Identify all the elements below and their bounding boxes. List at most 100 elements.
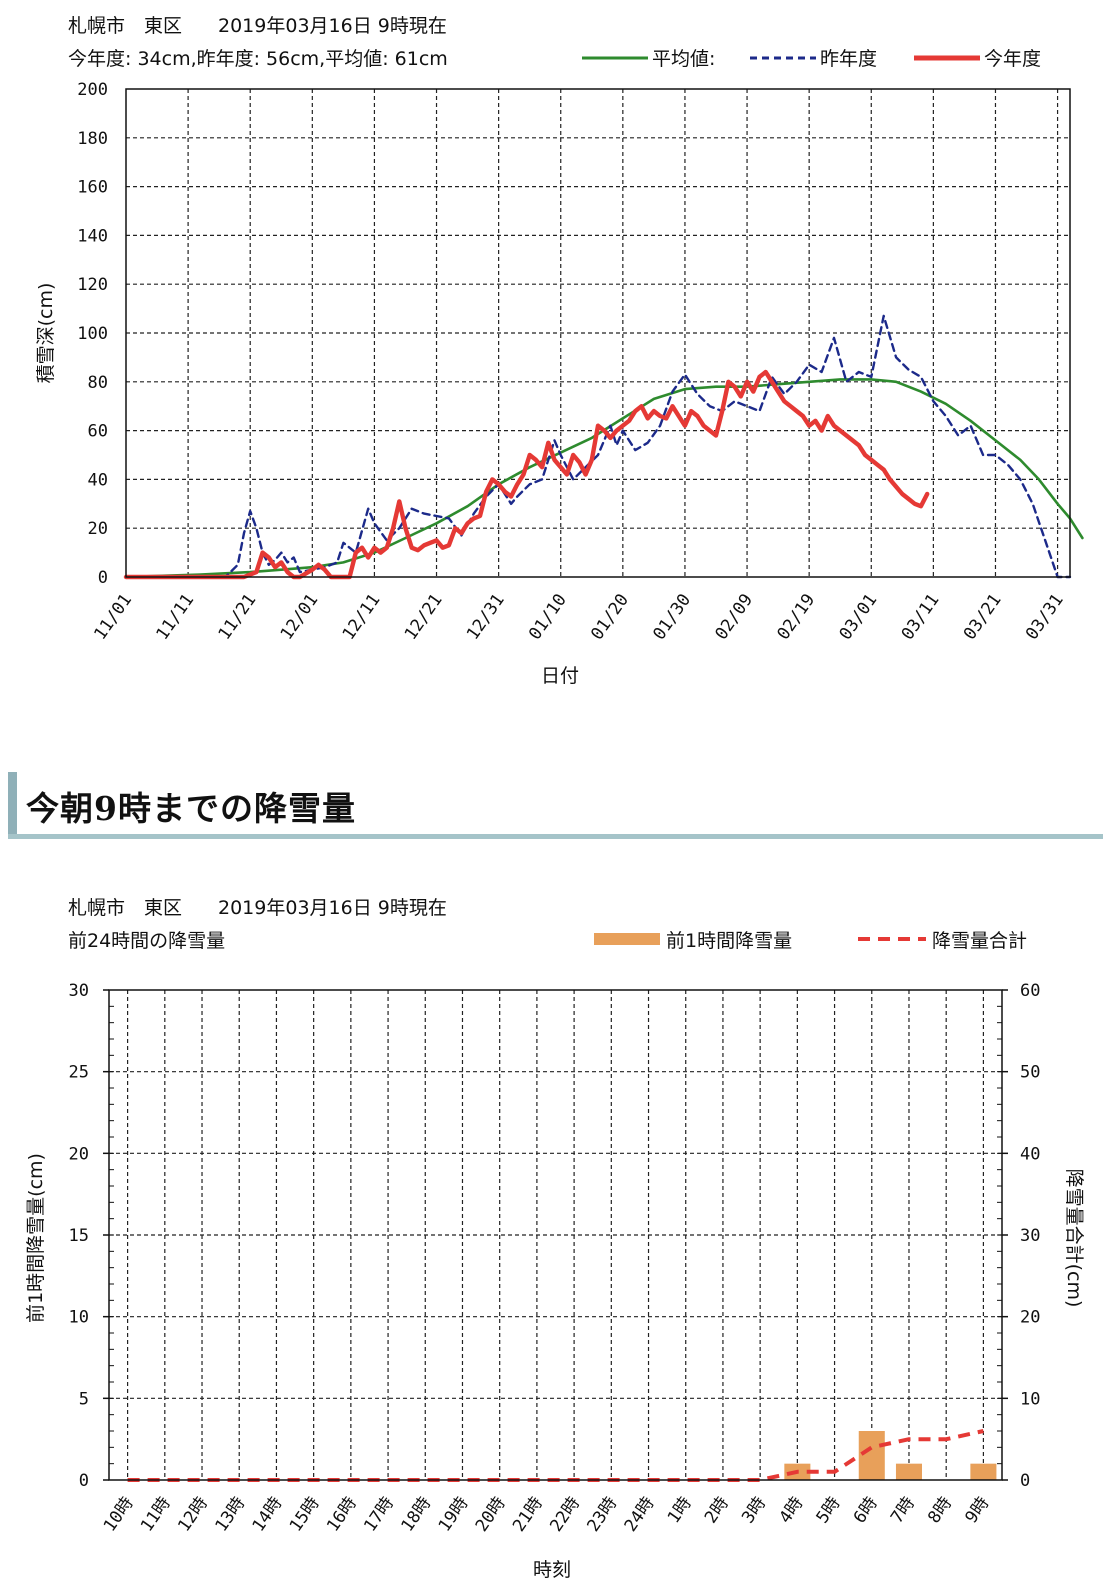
chart2-y-right-tick-label: 20: [1020, 1308, 1040, 1328]
chart2-x-tick-label: 6時: [850, 1493, 882, 1527]
section-accent-bar: [8, 772, 17, 834]
chart1-y-tick-label: 180: [77, 129, 108, 149]
chart2-x-tick-label: 17時: [360, 1493, 398, 1535]
chart2-x-tick-label: 5時: [813, 1493, 845, 1527]
chart2-x-tick-label: 14時: [249, 1493, 287, 1535]
chart2-x-tick-label: 9時: [961, 1493, 993, 1527]
chart1-series: [123, 314, 1084, 580]
chart1-legend: 平均値: 昨年度 今年度: [582, 48, 1041, 70]
chart2-plot-frame: [108, 989, 1003, 1481]
chart1-x-tick-label: 03/21: [960, 590, 1006, 643]
chart1-x-tick-label: 12/21: [401, 590, 447, 643]
chart2-x-tick-label: 13時: [211, 1493, 249, 1535]
chart1-x-tick-label: 02/19: [774, 590, 820, 643]
chart1-y-tick-label: 80: [88, 373, 108, 393]
chart2-y-right-tick-label: 10: [1020, 1389, 1040, 1409]
snow-depth-chart: 札幌市 東区 2019年03月16日 9時現在 今年度: 34cm,昨年度: 5…: [35, 15, 1084, 687]
chart1-x-tick-label: 03/01: [836, 590, 882, 643]
chart1-x-tick-label: 03/11: [898, 590, 944, 643]
chart2-x-tick-label: 21時: [509, 1493, 547, 1535]
chart2-bar: [970, 1463, 997, 1480]
chart2-y-right-tick-label: 50: [1020, 1063, 1040, 1083]
chart2-y-right-tick-label: 40: [1020, 1144, 1040, 1164]
chart1-plot-frame: [125, 88, 1071, 578]
chart1-y-tick-label: 200: [77, 80, 108, 100]
chart1-y-tick-label: 140: [77, 226, 108, 246]
chart1-xlabel: 日付: [541, 665, 579, 687]
chart2-x-tick-label: 3時: [738, 1493, 770, 1527]
chart1-y-tick-label: 100: [77, 324, 108, 344]
chart2-bar: [858, 1431, 885, 1480]
chart2-y-right-tick-label: 0: [1020, 1471, 1030, 1491]
hourly-snowfall-chart: 札幌市 東区 2019年03月16日 9時現在 前24時間の降雪量 前1時間降雪…: [25, 897, 1085, 1581]
chart2-y-left-tick-label: 30: [69, 981, 89, 1001]
chart1-x-tick-label: 12/01: [277, 590, 323, 643]
chart1-legend-label-2: 今年度: [984, 48, 1041, 70]
chart1-y-tick-label: 20: [88, 519, 108, 539]
chart2-series: [127, 1429, 997, 1482]
chart2-x-tick-label: 4時: [775, 1493, 807, 1527]
chart2-legend-label-line: 降雪量合計: [932, 930, 1027, 952]
chart1-x-tick-label: 03/31: [1022, 590, 1068, 643]
chart1-y-tick-label: 40: [88, 470, 108, 490]
chart2-grid: [109, 990, 1002, 1480]
chart1-summary: 今年度: 34cm,昨年度: 56cm,平均値: 61cm: [68, 48, 448, 70]
chart2-y-left-tick-label: 10: [69, 1308, 89, 1328]
chart1-legend-label-0: 平均値:: [652, 48, 715, 70]
chart2-x-tick-label: 22時: [546, 1493, 584, 1535]
chart2-x-tick-label: 7時: [887, 1493, 919, 1527]
chart2-x-tick-label: 2時: [701, 1493, 733, 1527]
section-underline: [8, 834, 1103, 839]
chart1-x-tick-label: 01/10: [525, 590, 571, 643]
chart2-ticks: 0 5 10 15 20 25 30 0 10 20 30 40 50 60 10時 11時 12時 13時 14時…: [69, 981, 1041, 1536]
chart1-legend-label-1: 昨年度: [820, 48, 877, 70]
chart2-legend-label-bar: 前1時間降雪量: [666, 930, 792, 952]
chart1-x-tick-label: 02/09: [711, 590, 757, 643]
chart1-x-ticks: 11/01 11/11 11/21 12/01 12/11 12/21 12/31 01/10…: [90, 590, 1067, 643]
chart1-y-tick-label: 0: [98, 568, 108, 588]
chart1-x-tick-label: 11/01: [90, 590, 136, 643]
chart1-y-ticks: 0 20 40 60 80 100 120 140 160 180 200: [77, 80, 108, 588]
chart2-y-left-tick-label: 25: [69, 1063, 89, 1083]
chart2-x-tick-label: 8時: [924, 1493, 956, 1527]
chart2-y-right-tick-label: 30: [1020, 1226, 1040, 1246]
chart2-legend-swatch-bar: [594, 933, 660, 945]
chart2-x-tick-label: 20時: [472, 1493, 510, 1535]
chart2-ylabel-right: 降雪量合計(cm): [1063, 1169, 1085, 1308]
chart2-x-tick-label: 1時: [664, 1493, 696, 1527]
chart1-timestamp: 2019年03月16日 9時現在: [218, 15, 447, 37]
chart1-y-tick-label: 60: [88, 422, 108, 442]
chart1-series-line-0: [124, 378, 1084, 579]
chart2-timestamp: 2019年03月16日 9時現在: [218, 897, 447, 919]
chart1-series-line-1: [124, 314, 1072, 579]
chart2-x-tick-label: 15時: [286, 1493, 324, 1535]
chart2-y-right-tick-label: 60: [1020, 981, 1040, 1001]
chart2-x-tick-label: 11時: [137, 1493, 175, 1535]
chart2-x-tick-label: 19時: [435, 1493, 473, 1535]
chart2-x-tick-label: 23時: [584, 1493, 622, 1535]
chart2-total-line: [127, 1429, 984, 1482]
chart1-ylabel: 積雪深(cm): [35, 283, 57, 384]
chart2-x-tick-label: 18時: [397, 1493, 435, 1535]
chart2-ylabel-left: 前1時間降雪量(cm): [25, 1153, 47, 1323]
chart2-x-tick-label: 12時: [174, 1493, 212, 1535]
chart1-y-tick-label: 120: [77, 275, 108, 295]
chart1-series-line-2: [123, 369, 930, 580]
chart2-subtitle: 前24時間の降雪量: [68, 930, 225, 952]
chart2-station: 札幌市 東区: [68, 897, 182, 919]
chart2-xlabel: 時刻: [533, 1559, 571, 1581]
chart2-x-tick-label: 24時: [621, 1493, 659, 1535]
chart2-x-tick-label: 16時: [323, 1493, 361, 1535]
chart2-y-left-tick-label: 15: [69, 1226, 89, 1246]
chart1-x-tick-label: 11/21: [215, 590, 261, 643]
chart1-x-tick-label: 12/31: [463, 590, 509, 643]
chart1-x-tick-label: 12/11: [339, 590, 385, 643]
chart2-x-tick-label: 10時: [100, 1493, 138, 1535]
chart1-x-tick-label: 01/20: [587, 590, 633, 643]
chart2-y-left-tick-label: 20: [69, 1144, 89, 1164]
chart2-y-left-tick-label: 5: [79, 1389, 89, 1409]
chart1-station: 札幌市 東区: [68, 15, 182, 37]
chart1-y-tick-label: 160: [77, 178, 108, 198]
chart2-bar: [895, 1463, 923, 1480]
chart1-grid: [126, 89, 1070, 577]
